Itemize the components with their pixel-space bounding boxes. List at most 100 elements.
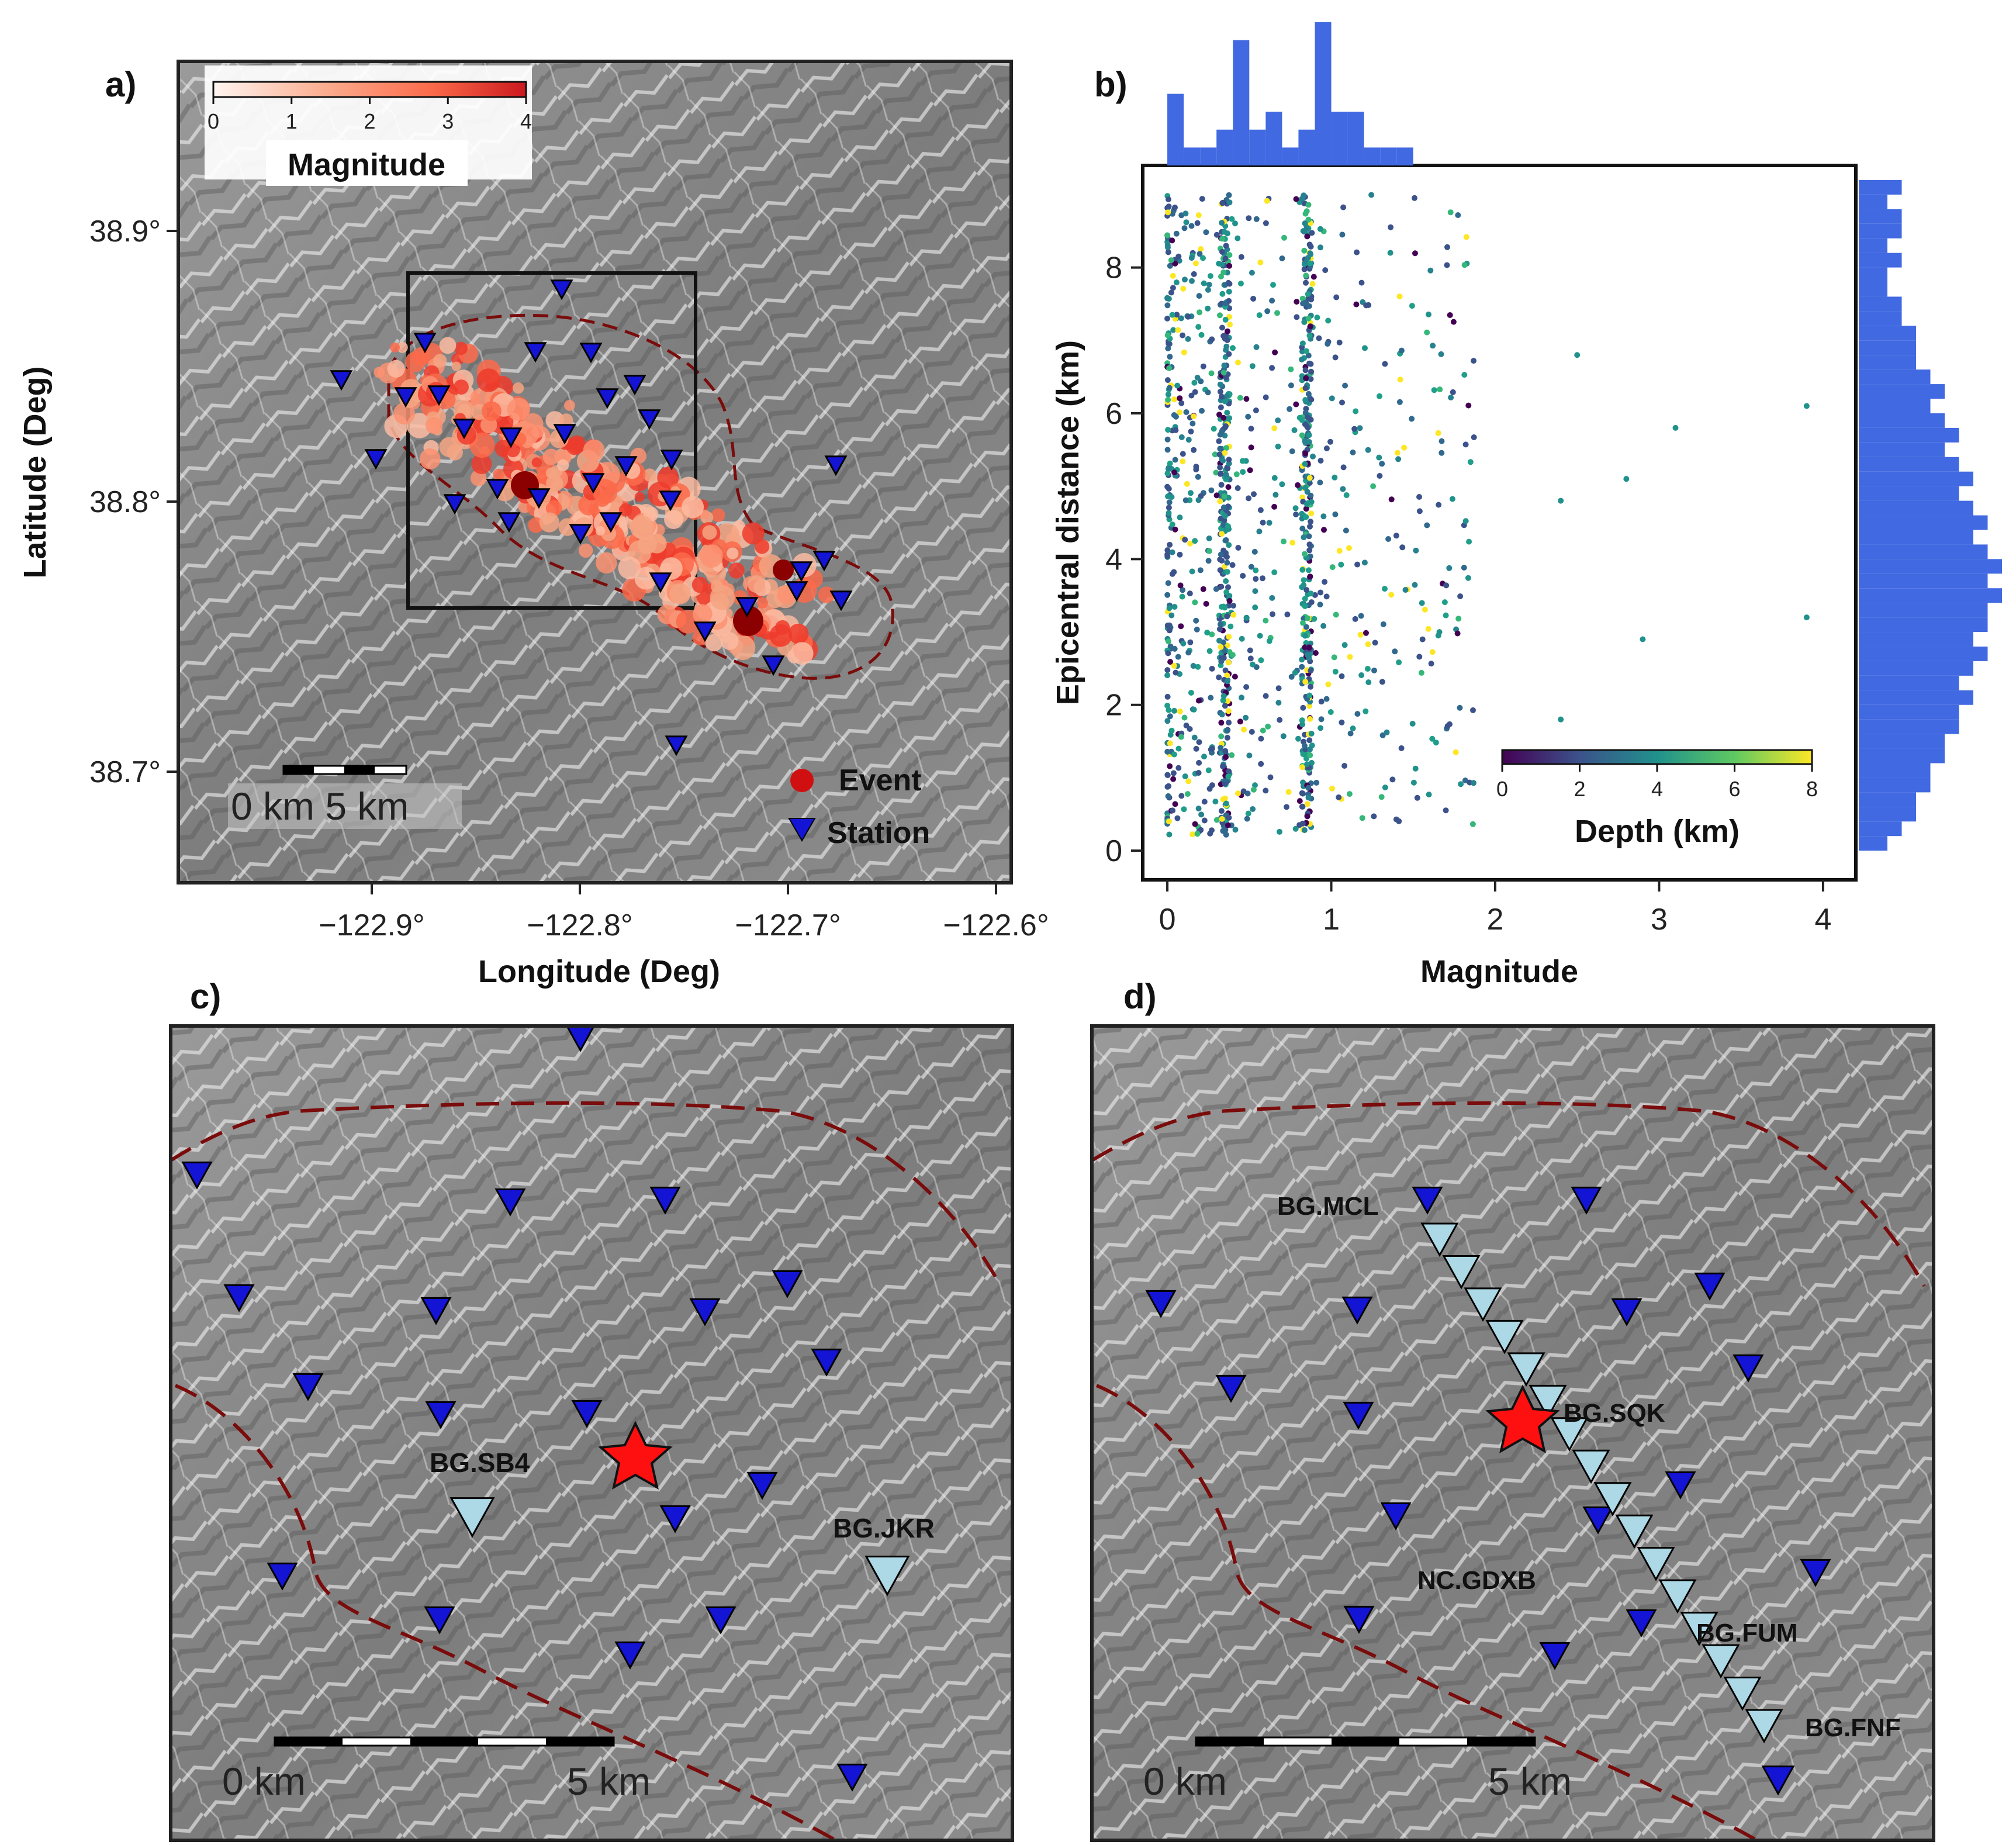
scatter-point <box>1238 281 1244 286</box>
scatter-point <box>1217 445 1223 452</box>
event-dot <box>755 539 770 554</box>
scatter-point <box>1193 617 1199 624</box>
scatter-point <box>1165 244 1171 251</box>
scatter-point <box>1443 582 1450 589</box>
scatter-point <box>1239 695 1244 701</box>
scatter-point <box>1221 493 1227 499</box>
scatter-point <box>1191 734 1198 741</box>
scatter-point <box>1223 393 1230 399</box>
scatter-point <box>1230 611 1237 618</box>
scatter-point <box>1305 567 1312 573</box>
scatter-point <box>1438 450 1445 456</box>
scatter-point <box>1317 602 1323 608</box>
legend-event-label: Event <box>839 763 922 797</box>
scatter-point <box>1223 243 1229 249</box>
distance-hist-bar <box>1859 253 1902 268</box>
scatter-point <box>1165 345 1171 351</box>
a-cbar-tick: 1 <box>286 109 298 133</box>
scatter-point <box>1409 303 1415 309</box>
depth-colorbar: 0 2 4 6 8 Depth (km) <box>1496 749 1818 849</box>
station-marker <box>569 524 592 545</box>
scatter-point <box>1170 776 1177 782</box>
event-dot <box>634 492 645 502</box>
scatter-point <box>1414 794 1420 801</box>
aoi-outline-c-lower <box>174 1384 837 1842</box>
scatter-point <box>1219 654 1225 660</box>
scatter-point <box>1395 456 1402 462</box>
scatter-point <box>1252 782 1258 789</box>
scatter-point <box>1249 270 1255 276</box>
scatter-point <box>1461 565 1467 571</box>
scatter-point <box>1323 445 1330 451</box>
scatter-point <box>1253 216 1260 222</box>
scatter-point <box>1299 820 1306 827</box>
scatter-point <box>1263 220 1269 226</box>
scatter-point <box>1166 486 1172 492</box>
scatter-point <box>1354 249 1360 255</box>
event-dot <box>727 547 739 559</box>
event-dot <box>669 583 691 604</box>
scatter-point <box>1196 739 1202 745</box>
distance-hist-bar <box>1859 355 1916 370</box>
scatter-point <box>1416 494 1422 500</box>
scatter-point <box>1410 779 1417 786</box>
station-marker <box>735 597 759 618</box>
event-dot <box>700 544 723 568</box>
scatter-point <box>1198 811 1205 818</box>
scatter-point <box>1222 398 1228 405</box>
scatter-point <box>1188 255 1195 261</box>
magnitude-histogram <box>1167 22 1413 165</box>
distance-hist-bar <box>1859 179 1902 195</box>
scatter-point <box>1182 537 1188 543</box>
magnitude-hist-bar <box>1298 129 1315 165</box>
magnitude-hist-bar <box>1380 147 1397 165</box>
scatter-point <box>1303 587 1310 593</box>
scatter-point <box>1363 708 1369 714</box>
scatter-point <box>1303 272 1309 279</box>
distance-hist-bar <box>1859 209 1902 224</box>
station-marker <box>623 375 646 396</box>
scatter-point <box>1175 654 1181 660</box>
scatter-point <box>1167 763 1173 769</box>
scatter-point <box>1167 740 1173 747</box>
scatter-point <box>1302 299 1308 306</box>
scatter-point <box>1166 605 1173 611</box>
scatter-point <box>1308 730 1315 737</box>
scatter-point <box>1398 745 1405 751</box>
scatter-point <box>1308 599 1315 606</box>
scatter-point <box>1222 667 1229 673</box>
scatter-point <box>1308 499 1315 505</box>
scatter-point <box>1299 196 1305 202</box>
scatter-point <box>1224 642 1230 649</box>
scatter-point <box>1293 512 1299 517</box>
scatter-point <box>1220 522 1226 528</box>
scatter-point <box>1305 315 1312 322</box>
scatter-point <box>1208 370 1215 376</box>
scatter-point <box>1336 794 1342 800</box>
scatter-point <box>1196 293 1202 299</box>
scatter-point <box>1307 716 1313 722</box>
scatter-point <box>1219 604 1225 610</box>
event-dot <box>471 454 492 474</box>
scatter-point <box>1239 635 1245 642</box>
scatter-point <box>1329 395 1335 402</box>
scatter-point <box>1208 487 1215 493</box>
scatter-point <box>1223 374 1229 381</box>
station-marker <box>693 621 717 642</box>
scatter-point <box>1190 663 1197 669</box>
station-marker <box>425 1401 457 1429</box>
scatter-point <box>1165 249 1171 255</box>
scatter-point <box>1305 794 1312 801</box>
scatter-point <box>1429 649 1436 655</box>
scatter-point <box>1288 673 1295 680</box>
scatter-point <box>1251 548 1258 555</box>
scatter-point <box>1574 352 1581 358</box>
scatter-point <box>1167 713 1173 720</box>
scatter-point <box>1219 393 1225 400</box>
scatter-point <box>1166 707 1172 713</box>
magnitude-hist-bar <box>1184 147 1201 165</box>
scatter-point <box>1169 210 1175 217</box>
scatter-point <box>1200 255 1206 261</box>
scatter-point <box>1372 640 1378 646</box>
scatter-point <box>1302 409 1309 416</box>
